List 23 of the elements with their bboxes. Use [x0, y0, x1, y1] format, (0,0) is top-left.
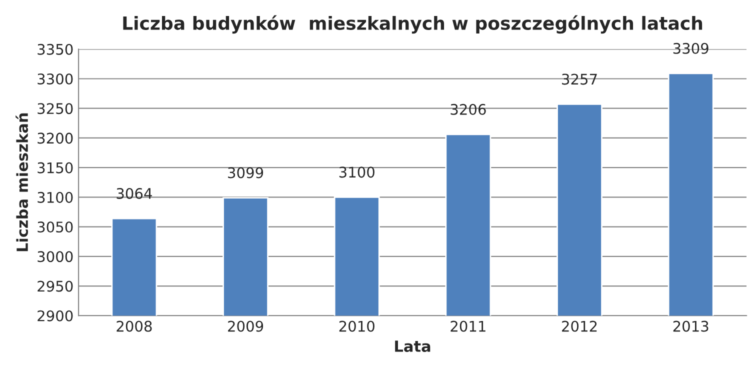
y-tick-label: 3150 [38, 162, 73, 174]
y-tick-label: 2900 [38, 310, 73, 322]
y-tick-label: 3050 [38, 222, 73, 233]
x-tick-label: 2011 [450, 320, 486, 332]
data-label: 3309 [673, 42, 708, 54]
y-tick-label: 3000 [38, 251, 73, 262]
x-tick-label: 2009 [228, 320, 264, 332]
y-tick-label: 3350 [38, 44, 73, 55]
y-axis-title: Liczba mieszkań [16, 113, 28, 252]
x-tick-label: 2008 [116, 320, 152, 332]
y-tick-label: 3200 [38, 132, 73, 144]
chart-title: Liczba budynków mieszkalnych w poszczególnych latach [123, 15, 702, 34]
x-tick-label: 2010 [339, 320, 374, 332]
y-tick-label: 3100 [38, 192, 73, 203]
y-tick-label: 2950 [38, 280, 73, 292]
data-label: 3099 [228, 167, 264, 178]
x-tick-label: 2012 [562, 320, 597, 332]
y-tick-label: 3250 [38, 103, 73, 114]
data-label: 3064 [116, 188, 152, 200]
y-tick-label: 3300 [38, 73, 73, 84]
x-axis-title: Lata [395, 340, 430, 352]
data-label: 3100 [339, 166, 374, 178]
x-tick-label: 2013 [673, 320, 708, 332]
